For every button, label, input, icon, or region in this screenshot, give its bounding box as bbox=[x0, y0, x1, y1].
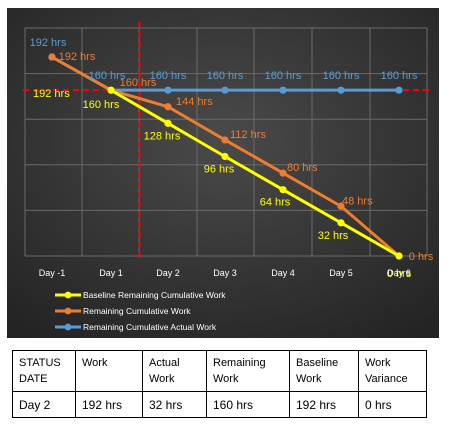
legend-label: Remaining Cumulative Work bbox=[83, 306, 191, 316]
x-tick-label: Day 6 bbox=[387, 268, 411, 278]
data-point bbox=[221, 136, 229, 144]
x-tick-label: Day 1 bbox=[99, 268, 123, 278]
data-label: 160 hrs bbox=[207, 70, 244, 82]
data-label: 160 hrs bbox=[83, 99, 120, 111]
data-point bbox=[395, 86, 403, 94]
header-line: Variance bbox=[365, 373, 408, 385]
legend-label: Baseline Remaining Cumulative Work bbox=[83, 290, 226, 300]
header-line: Work bbox=[296, 373, 322, 385]
data-label: 192 hrs bbox=[30, 37, 67, 49]
header-line: Baseline bbox=[296, 357, 339, 369]
data-label: 192 hrs bbox=[59, 51, 96, 63]
header-work-variance: Work Variance bbox=[358, 350, 427, 392]
data-label: 0 hrs bbox=[409, 251, 434, 263]
header-line: Work bbox=[365, 357, 391, 369]
data-label: 160 hrs bbox=[150, 70, 187, 82]
legend-swatch-marker bbox=[64, 291, 72, 299]
cell-status-date: Day 2 bbox=[12, 391, 76, 418]
data-label: 64 hrs bbox=[260, 197, 291, 209]
x-tick-label: Day 2 bbox=[156, 268, 180, 278]
data-point bbox=[337, 202, 345, 210]
cell-remaining-work: 160 hrs bbox=[206, 391, 290, 418]
header-line: DATE bbox=[19, 373, 48, 385]
data-label: 160 hrs bbox=[89, 70, 126, 82]
cell-work: 192 hrs bbox=[75, 391, 143, 418]
x-tick-label: Day -1 bbox=[39, 268, 66, 278]
data-point bbox=[48, 53, 56, 61]
header-line: Remaining bbox=[213, 357, 266, 369]
header-work: Work bbox=[75, 350, 143, 392]
header-baseline-work: Baseline Work bbox=[289, 350, 359, 392]
line-chart: 160 hrs 128 hrs 96 hrs 64 hrs 32 hrs 0 hrs 192… bbox=[7, 8, 439, 338]
data-label: 0 hrs bbox=[387, 268, 412, 280]
data-point bbox=[395, 252, 403, 260]
cell-baseline-work: 192 hrs bbox=[289, 391, 359, 418]
data-label: 32 hrs bbox=[318, 230, 349, 242]
chart-panel: 160 hrs 128 hrs 96 hrs 64 hrs 32 hrs 0 hrs 192… bbox=[7, 8, 439, 338]
data-point bbox=[279, 86, 287, 94]
data-label: 192 hrs bbox=[33, 88, 70, 100]
data-label: 48 hrs bbox=[342, 195, 373, 207]
data-point bbox=[164, 86, 172, 94]
data-point bbox=[337, 86, 345, 94]
chart-background bbox=[7, 8, 439, 338]
header-line: STATUS bbox=[19, 357, 61, 369]
cell-work-variance: 0 hrs bbox=[358, 391, 427, 418]
data-label: 80 hrs bbox=[287, 162, 318, 174]
header-status-date: STATUS DATE bbox=[12, 350, 76, 392]
x-tick-label: Day 5 bbox=[329, 268, 353, 278]
cell-actual-work: 32 hrs bbox=[142, 391, 207, 418]
header-line: Work bbox=[213, 373, 239, 385]
data-label: 96 hrs bbox=[204, 164, 235, 176]
legend-label: Remaining Cumulative Actual Work bbox=[83, 322, 217, 332]
data-point bbox=[337, 219, 345, 227]
header-actual-work: Actual Work bbox=[142, 350, 207, 392]
header-line: Work bbox=[149, 373, 175, 385]
data-label: 160 hrs bbox=[381, 70, 418, 82]
legend-swatch-marker bbox=[64, 307, 72, 315]
data-label: 160 hrs bbox=[323, 70, 360, 82]
table-header-row: STATUS DATE Work Actual Work Remaining Work… bbox=[12, 350, 427, 392]
legend-swatch-marker bbox=[64, 323, 72, 331]
header-line: Work bbox=[82, 357, 108, 369]
status-table: STATUS DATE Work Actual Work Remaining Work… bbox=[12, 350, 427, 418]
series-line bbox=[110, 88, 400, 258]
data-point bbox=[221, 86, 229, 94]
header-remaining-work: Remaining Work bbox=[206, 350, 290, 392]
header-line: Actual bbox=[149, 357, 180, 369]
data-point bbox=[107, 86, 115, 94]
data-label: 112 hrs bbox=[230, 129, 266, 141]
data-point bbox=[279, 186, 287, 194]
data-label: 160 hrs bbox=[265, 70, 302, 82]
data-point bbox=[164, 103, 172, 111]
table-row: Day 2 192 hrs 32 hrs 160 hrs 192 hrs 0 h… bbox=[12, 391, 427, 418]
data-point bbox=[221, 152, 229, 161]
data-point bbox=[279, 169, 287, 177]
x-tick-label: Day 3 bbox=[213, 268, 237, 278]
data-point bbox=[164, 119, 172, 127]
data-label: 160 hrs bbox=[120, 77, 157, 89]
data-label: 128 hrs bbox=[144, 130, 181, 142]
data-label: 144 hrs bbox=[176, 96, 213, 108]
x-tick-label: Day 4 bbox=[271, 268, 295, 278]
